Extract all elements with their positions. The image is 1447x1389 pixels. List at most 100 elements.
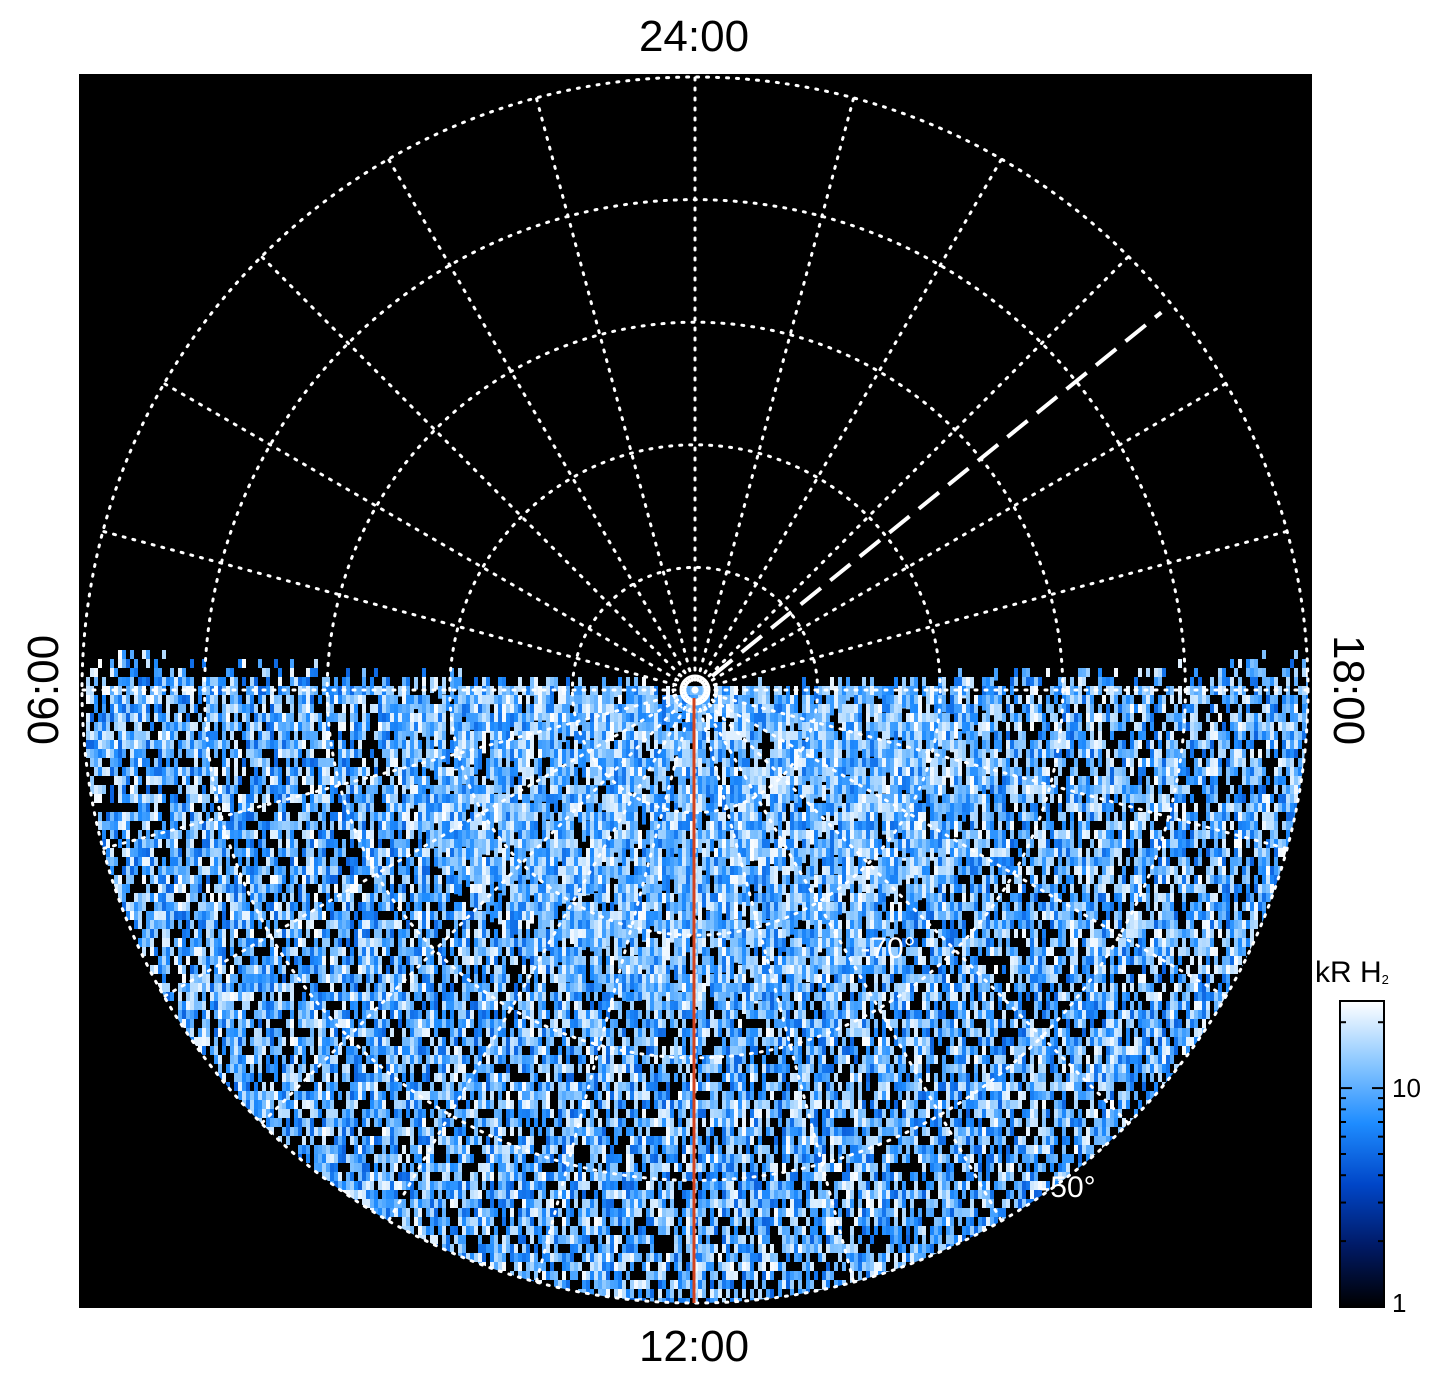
heatmap-cell xyxy=(490,722,494,733)
heatmap-cell xyxy=(310,695,314,704)
heatmap-cell xyxy=(682,749,686,760)
heatmap-cell xyxy=(86,695,90,704)
heatmap-cell xyxy=(1210,785,1214,794)
heatmap-cell xyxy=(602,713,606,729)
heatmap-cell xyxy=(1090,722,1094,731)
heatmap-cell xyxy=(654,812,658,830)
heatmap-cell xyxy=(110,767,114,776)
heatmap-cell xyxy=(1074,848,1078,857)
heatmap-cell xyxy=(722,767,726,787)
heatmap-cell xyxy=(530,740,534,759)
heatmap-cell xyxy=(550,713,554,726)
heatmap-cell xyxy=(222,713,226,722)
heatmap-cell xyxy=(442,704,446,715)
heatmap-cell xyxy=(290,767,294,776)
heatmap-cell xyxy=(234,776,238,785)
heatmap-cell xyxy=(178,812,182,821)
heatmap-cell xyxy=(854,695,858,707)
heatmap-cell xyxy=(1186,866,1190,875)
heatmap-cell xyxy=(826,776,830,789)
heatmap-cell xyxy=(322,677,326,686)
heatmap-cell xyxy=(1074,758,1078,767)
heatmap-cell xyxy=(226,866,230,875)
heatmap-cell xyxy=(1278,758,1282,767)
heatmap-cell xyxy=(1202,821,1206,830)
heatmap-cell xyxy=(682,794,686,804)
heatmap-cell xyxy=(1078,677,1082,686)
heatmap-cell xyxy=(538,803,542,813)
heatmap-cell xyxy=(1274,713,1278,722)
heatmap-cell xyxy=(350,740,354,749)
heatmap-cell xyxy=(850,731,854,744)
heatmap-cell xyxy=(246,704,250,713)
heatmap-cell xyxy=(338,686,342,695)
heatmap-cell xyxy=(614,839,618,853)
heatmap-cell xyxy=(782,794,786,809)
heatmap-cell xyxy=(1238,704,1242,713)
heatmap-cell xyxy=(1162,848,1166,857)
heatmap-cell xyxy=(1090,857,1094,866)
heatmap-cell xyxy=(770,713,774,724)
heatmap-cell xyxy=(1170,713,1174,722)
heatmap-cell xyxy=(214,848,218,857)
heatmap-cell xyxy=(842,704,846,724)
heatmap-cell xyxy=(1170,785,1174,794)
heatmap-cell xyxy=(270,722,274,731)
heatmap-cell xyxy=(286,821,290,830)
heatmap-cell xyxy=(1174,848,1178,857)
heatmap-cell xyxy=(958,857,962,866)
heatmap-cell xyxy=(246,713,250,722)
heatmap-cell xyxy=(134,713,138,722)
heatmap-cell xyxy=(1034,704,1038,713)
heatmap-cell xyxy=(1274,695,1278,704)
heatmap-cell xyxy=(162,776,166,785)
heatmap-cell xyxy=(442,713,446,726)
heatmap-cell xyxy=(878,740,882,763)
heatmap-cell xyxy=(470,794,474,805)
heatmap-cell xyxy=(990,821,994,830)
heatmap-cell xyxy=(274,749,278,758)
heatmap-cell xyxy=(854,794,858,804)
heatmap-cell xyxy=(1018,740,1022,749)
heatmap-cell xyxy=(342,722,346,731)
heatmap-cell xyxy=(934,713,938,727)
heatmap-cell xyxy=(394,803,398,812)
heatmap-cell xyxy=(318,848,322,857)
heatmap-cell xyxy=(834,731,838,741)
heatmap-cell xyxy=(1274,812,1278,821)
heatmap-cell xyxy=(1250,821,1254,830)
heatmap-cell xyxy=(498,740,502,753)
heatmap-cell xyxy=(1122,866,1126,875)
heatmap-cell xyxy=(1222,677,1226,686)
heatmap-cell xyxy=(1154,776,1158,785)
heatmap-cell xyxy=(322,821,326,830)
heatmap-cell xyxy=(134,722,138,731)
heatmap-cell xyxy=(126,686,130,695)
heatmap-cell xyxy=(1042,749,1046,758)
heatmap-cell xyxy=(266,740,270,749)
heatmap-cell xyxy=(182,740,186,749)
heatmap-cell xyxy=(1302,695,1306,704)
heatmap-cell xyxy=(1262,785,1266,794)
heatmap-cell xyxy=(1058,686,1062,695)
heatmap-cell xyxy=(802,686,806,700)
heatmap-cell xyxy=(1134,704,1138,713)
heatmap-cell xyxy=(350,875,354,884)
heatmap-cell xyxy=(138,758,142,767)
heatmap-cell xyxy=(274,704,278,713)
heatmap-cell xyxy=(662,866,666,876)
heatmap-cell xyxy=(1254,677,1258,686)
heatmap-cell xyxy=(230,704,234,713)
heatmap-cell xyxy=(326,722,330,731)
heatmap-cell xyxy=(1138,722,1142,731)
heatmap-cell xyxy=(278,740,282,749)
heatmap-cell xyxy=(170,695,174,704)
heatmap-cell xyxy=(142,857,146,866)
heatmap-cell xyxy=(398,776,402,785)
heatmap-cell xyxy=(1042,857,1046,866)
heatmap-cell xyxy=(686,722,690,734)
heatmap-cell xyxy=(1090,731,1094,740)
heatmap-cell xyxy=(1182,857,1186,866)
heatmap-cell xyxy=(678,767,682,789)
heatmap-cell xyxy=(1002,857,1006,866)
